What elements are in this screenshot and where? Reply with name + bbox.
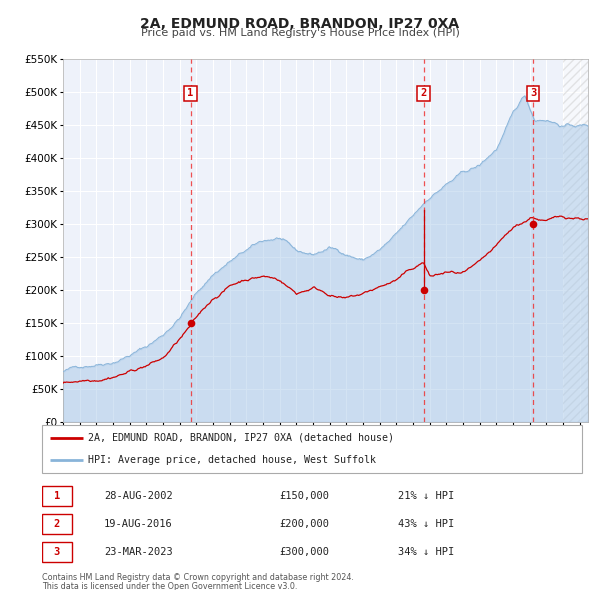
Text: 2: 2 [54, 519, 60, 529]
FancyBboxPatch shape [42, 514, 72, 534]
Text: £150,000: £150,000 [280, 491, 329, 501]
Text: 19-AUG-2016: 19-AUG-2016 [104, 519, 173, 529]
FancyBboxPatch shape [42, 486, 72, 506]
Text: Contains HM Land Registry data © Crown copyright and database right 2024.: Contains HM Land Registry data © Crown c… [42, 573, 354, 582]
Text: 3: 3 [54, 547, 60, 557]
Text: £200,000: £200,000 [280, 519, 329, 529]
Text: 28-AUG-2002: 28-AUG-2002 [104, 491, 173, 501]
Text: 34% ↓ HPI: 34% ↓ HPI [398, 547, 455, 557]
Text: Price paid vs. HM Land Registry's House Price Index (HPI): Price paid vs. HM Land Registry's House … [140, 28, 460, 38]
Text: 2A, EDMUND ROAD, BRANDON, IP27 0XA: 2A, EDMUND ROAD, BRANDON, IP27 0XA [140, 17, 460, 31]
Text: 2: 2 [421, 88, 427, 99]
Text: This data is licensed under the Open Government Licence v3.0.: This data is licensed under the Open Gov… [42, 582, 298, 590]
Text: HPI: Average price, detached house, West Suffolk: HPI: Average price, detached house, West… [88, 455, 376, 465]
Text: 3: 3 [530, 88, 536, 99]
Text: 21% ↓ HPI: 21% ↓ HPI [398, 491, 455, 501]
Text: 1: 1 [187, 88, 194, 99]
Text: 43% ↓ HPI: 43% ↓ HPI [398, 519, 455, 529]
Text: 23-MAR-2023: 23-MAR-2023 [104, 547, 173, 557]
FancyBboxPatch shape [42, 425, 582, 473]
Text: 1: 1 [54, 491, 60, 501]
Text: 2A, EDMUND ROAD, BRANDON, IP27 0XA (detached house): 2A, EDMUND ROAD, BRANDON, IP27 0XA (deta… [88, 433, 394, 443]
Text: £300,000: £300,000 [280, 547, 329, 557]
FancyBboxPatch shape [42, 542, 72, 562]
